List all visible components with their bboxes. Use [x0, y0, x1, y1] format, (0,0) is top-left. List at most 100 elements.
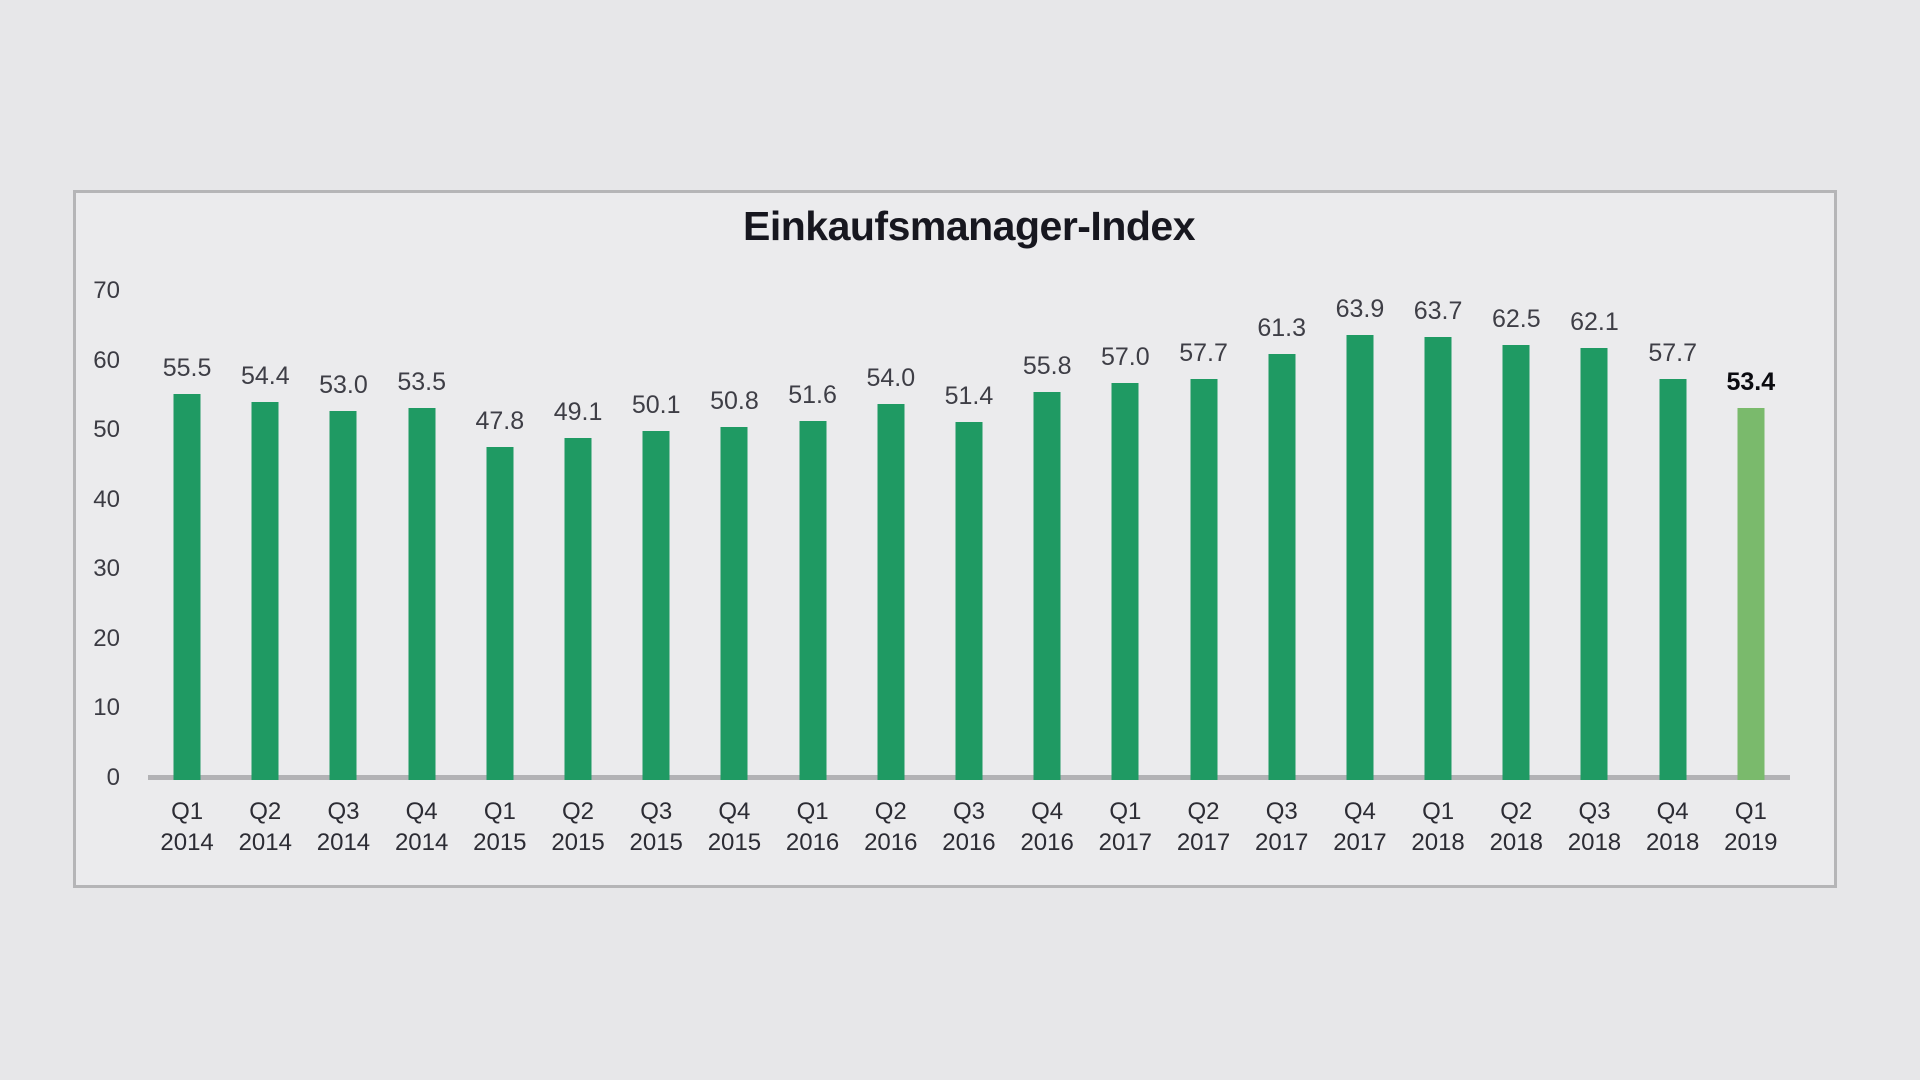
x-tick-label: Q4 2017: [1321, 790, 1399, 858]
bar-slot: 51.4: [930, 291, 1008, 780]
x-tick-year: 2014: [394, 829, 449, 856]
bar-value-label: 55.5: [162, 354, 212, 382]
y-tick-label: 20: [93, 624, 120, 652]
x-tick-quarter: Q2: [562, 798, 595, 825]
x-tick-year: 2016: [1020, 829, 1074, 856]
x-tick-year: 2017: [1333, 829, 1387, 856]
bar-value-label: 62.1: [1570, 308, 1619, 336]
x-tick-quarter: Q2: [249, 798, 282, 825]
x-tick-quarter: Q4: [1656, 798, 1689, 825]
bar: [799, 421, 827, 780]
bar-value-label: 57.0: [1101, 343, 1150, 371]
bar: [173, 394, 201, 780]
bar-slot: 50.8: [695, 291, 773, 780]
bar-value-label: 63.7: [1413, 297, 1463, 325]
bar: [1580, 348, 1608, 780]
bar-slot: 61.3: [1243, 291, 1321, 780]
x-tick-quarter: Q2: [1500, 798, 1533, 825]
x-tick-year: 2015: [551, 829, 605, 856]
bar-value-label: 50.1: [631, 391, 681, 419]
bar-slot: 54.4: [226, 291, 304, 780]
x-tick-quarter: Q2: [1187, 798, 1220, 825]
bar-value-label: 47.8: [475, 407, 525, 435]
x-tick-quarter: Q3: [327, 798, 360, 825]
x-tick-label: Q3 2017: [1243, 790, 1321, 858]
bar: [408, 408, 436, 780]
bar-value-label: 53.5: [397, 368, 446, 396]
x-tick-quarter: Q3: [952, 798, 985, 825]
x-tick-quarter: Q1: [1734, 798, 1767, 825]
bar: [1502, 345, 1530, 780]
bar-slot: 62.5: [1477, 291, 1555, 780]
x-tick-label: Q1 2014: [148, 790, 226, 858]
x-tick-label: Q2 2017: [1164, 790, 1242, 858]
bar: [1190, 379, 1218, 780]
bar: [251, 402, 279, 780]
y-tick-label: 10: [93, 694, 120, 722]
bar-slot: 57.7: [1164, 291, 1242, 780]
x-tick-year: 2018: [1489, 829, 1543, 856]
bar-slot: 49.1: [539, 291, 617, 780]
x-tick-label: Q1 2019: [1712, 790, 1790, 858]
x-tick-label: Q3 2015: [617, 790, 695, 858]
bar-value-label: 53.4: [1726, 368, 1776, 396]
x-tick-year: 2014: [238, 829, 292, 856]
bar: [1346, 335, 1374, 780]
x-tick-year: 2015: [707, 829, 762, 856]
x-tick-year: 2018: [1411, 829, 1465, 856]
x-tick-year: 2014: [160, 829, 214, 856]
bar-slot: 54.0: [852, 291, 930, 780]
x-tick-label: Q2 2014: [226, 790, 304, 858]
bar-slot: 47.8: [461, 291, 539, 780]
x-tick-quarter: Q2: [874, 798, 907, 825]
bar: [329, 411, 357, 780]
x-tick-quarter: Q4: [718, 798, 751, 825]
bar-value-label: 54.4: [240, 362, 290, 390]
y-tick-label: 0: [106, 764, 120, 791]
bar-slot: 57.7: [1634, 291, 1712, 780]
x-tick-year: 2015: [629, 829, 683, 856]
x-tick-quarter: Q3: [1265, 798, 1298, 825]
bar-value-label: 63.9: [1335, 295, 1385, 323]
x-tick-quarter: Q3: [1578, 798, 1611, 825]
x-tick-label: Q2 2018: [1477, 790, 1555, 858]
x-tick-quarter: Q4: [1031, 798, 1064, 825]
y-tick-label: 30: [93, 555, 120, 583]
chart-title: Einkaufsmanager-Index: [742, 203, 1196, 249]
x-tick-year: 2014: [316, 829, 371, 856]
x-tick-year: 2018: [1645, 829, 1700, 856]
x-tick-label: Q4 2014: [383, 790, 461, 858]
x-tick-label: Q1 2016: [774, 790, 852, 858]
bar-slot: 63.7: [1399, 291, 1477, 780]
y-tick-label: 70: [93, 277, 120, 304]
x-tick-year: 2019: [1724, 829, 1778, 856]
bar: [720, 427, 748, 780]
x-tick-quarter: Q3: [640, 798, 673, 825]
bar: [877, 404, 905, 780]
bar-slot: 53.4: [1712, 291, 1790, 780]
x-tick-quarter: Q4: [405, 798, 438, 825]
y-tick-label: 40: [93, 485, 120, 513]
x-tick-label: Q4 2018: [1634, 790, 1712, 858]
y-tick-label: 50: [93, 416, 120, 444]
bar: [955, 422, 983, 780]
bar-value-label: 61.3: [1257, 314, 1307, 342]
bar-value-label: 57.7: [1648, 339, 1697, 367]
bar-value-label: 49.1: [553, 398, 603, 426]
bar-slot: 53.0: [304, 291, 382, 780]
x-tick-label: Q3 2016: [930, 790, 1008, 858]
bar-slot: 62.1: [1555, 291, 1633, 780]
bar: [1268, 354, 1296, 780]
bar-highlighted: [1737, 408, 1765, 780]
bar: [1424, 337, 1452, 780]
x-tick-year: 2017: [1176, 829, 1231, 856]
x-tick-year: 2018: [1567, 829, 1622, 856]
bar-slot: 63.9: [1321, 291, 1399, 780]
x-tick-year: 2015: [473, 829, 527, 856]
bar-value-label: 54.0: [866, 364, 916, 392]
x-tick-label: Q1 2015: [461, 790, 539, 858]
bar-slot: 50.1: [617, 291, 695, 780]
bar-slot: 51.6: [774, 291, 852, 780]
x-tick-label: Q4 2016: [1008, 790, 1086, 858]
